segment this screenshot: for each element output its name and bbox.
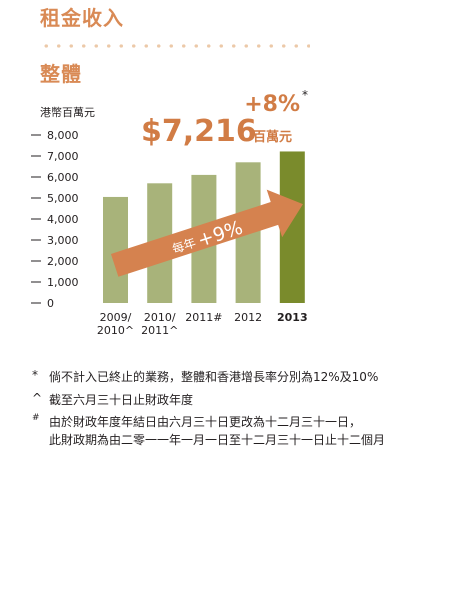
footnote-2-text: 截至六月三十日止財政年度 <box>49 393 194 407</box>
footnote-3-mark: # <box>32 413 40 423</box>
footnote-2-mark: ^ <box>32 391 43 405</box>
growth-annotation: +8% <box>244 92 300 117</box>
growth-footnote-mark: * <box>302 88 308 102</box>
footnote-3-text: 由於財政年度年結日由六月三十日更改為十二月三十一日， 此財政期為由二零一一年一月… <box>49 415 386 447</box>
y-tick-label: 1,000 <box>47 276 79 289</box>
footnote-1-mark: * <box>32 368 38 382</box>
cagr-arrow <box>110 189 303 277</box>
x-tick-label-line2: 2010^ <box>97 324 134 337</box>
dotted-divider <box>40 44 310 48</box>
section-title: 租金收入 <box>40 6 124 30</box>
x-tick-label: 2010/ <box>144 311 176 324</box>
y-tick-label: 8,000 <box>47 129 79 142</box>
x-tick-label: 2013 <box>277 311 308 324</box>
chart-subtitle: 整體 <box>40 62 82 86</box>
rental-income-chart: 港幣百萬元 8,000 7,000 6,000 5,000 4,000 3,000 2,000… <box>31 88 308 337</box>
total-value-label: $7,216 <box>141 114 257 149</box>
x-tick-label: 2009/ <box>100 311 132 324</box>
x-tick-label-line2: 2011^ <box>141 324 178 337</box>
y-tick-label: 6,000 <box>47 171 79 184</box>
y-tick-label: 2,000 <box>47 255 79 268</box>
total-unit-label: 百萬元 <box>253 129 292 145</box>
y-tick-label: 5,000 <box>47 192 79 205</box>
cagr-prefix-label: 每年 <box>170 235 197 257</box>
footnote-1-text: 倘不計入已終止的業務，整體和香港增長率分別為12%及10% <box>49 370 379 384</box>
x-tick-label: 2012 <box>234 311 262 324</box>
x-tick-label: 2011# <box>185 311 222 324</box>
y-tick-label: 0 <box>47 297 54 310</box>
y-axis-label: 港幣百萬元 <box>40 106 95 119</box>
y-tick-label: 3,000 <box>47 234 79 247</box>
y-tick-label: 7,000 <box>47 150 79 163</box>
y-tick-label: 4,000 <box>47 213 79 226</box>
